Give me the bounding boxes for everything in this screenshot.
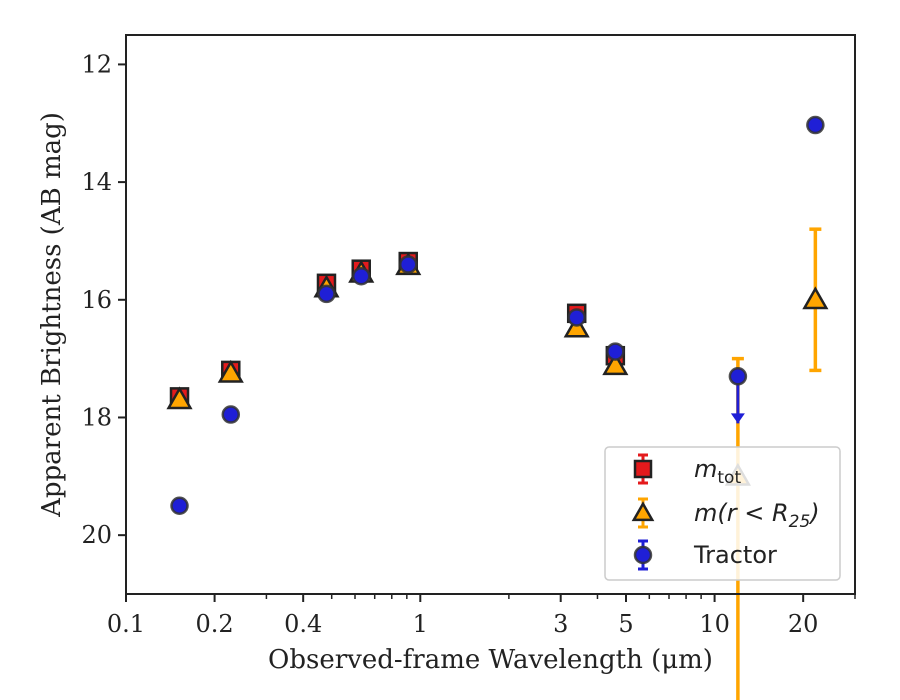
tractor-marker (221, 405, 241, 424)
m-r25-marker (802, 286, 829, 310)
legend-entry: m(r < R25) (631, 497, 820, 532)
tractor-marker (170, 496, 189, 515)
legend-marker (633, 545, 653, 565)
series-circle (170, 115, 825, 515)
legend-marker (631, 501, 655, 522)
y-axis-label: Apparent Brightness (AB mag) (37, 112, 67, 518)
plot-frame (125, 34, 856, 595)
tractor-marker (728, 367, 748, 386)
x-axis-label: Observed-frame Wavelength (μm) (268, 645, 713, 675)
legend-label-sub: tot (717, 468, 741, 488)
x-tick-label: 3 (553, 610, 568, 638)
tractor-marker (317, 284, 336, 304)
m-r25-marker (602, 352, 629, 376)
legend-label-main: m (694, 455, 717, 483)
y-tick-label: 16 (81, 286, 112, 314)
legend-box (604, 446, 841, 581)
legend-label: m(r < R25) (694, 499, 820, 532)
legend-label-close: ) (808, 499, 819, 527)
tractor-marker (351, 267, 371, 286)
x-tick-label: 0.4 (284, 610, 322, 638)
legend-marker (633, 459, 653, 479)
axis-ticks: 0.1 0.2 0.4 1 3 5 10 20 12 14 16 18 20 (81, 50, 856, 638)
m-r25-marker (166, 386, 193, 410)
legend-label-main: m(r < R (694, 499, 789, 527)
tractor-marker (567, 308, 586, 327)
tractor-marker (398, 255, 418, 274)
legend-label-sub: 25 (789, 512, 811, 532)
m-r25-marker (217, 359, 244, 383)
y-tick-label: 12 (81, 50, 112, 78)
y-tick-label: 20 (81, 521, 112, 549)
legend-entry: mtot (633, 453, 741, 488)
legend-label: mtot (694, 455, 741, 488)
y-tick-label: 14 (81, 168, 112, 196)
x-tick-label: 20 (788, 610, 819, 638)
data-marks (166, 115, 829, 700)
tractor-marker (606, 342, 625, 361)
x-tick-label: 1 (413, 610, 428, 638)
x-tick-label: 0.1 (107, 610, 145, 638)
x-tick-label: 10 (699, 610, 730, 638)
x-tick-label: 5 (618, 610, 633, 638)
legend: mtot m(r < R25) Tractor (604, 446, 841, 581)
x-tick-label: 0.2 (196, 610, 234, 638)
legend-label: Tractor (693, 541, 777, 569)
tractor-marker (806, 115, 825, 135)
upper-limit-arrow (730, 413, 745, 424)
y-tick-label: 18 (81, 403, 112, 431)
legend-entry: Tractor (633, 539, 777, 571)
